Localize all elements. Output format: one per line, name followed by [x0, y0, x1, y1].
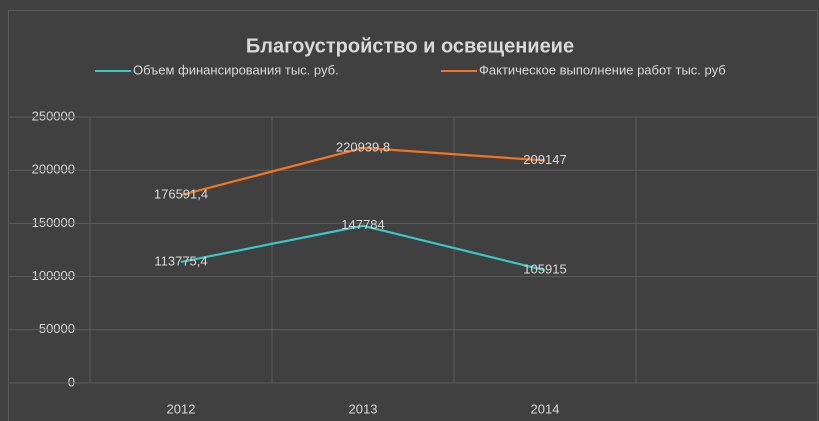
data-label: 209147 [523, 152, 566, 167]
series-line [180, 224, 546, 272]
data-label: 176591,4 [154, 187, 208, 202]
x-tick-label: 2012 [167, 401, 196, 416]
legend-label: Фактическое выполнение работ тыс. руб [479, 62, 726, 77]
y-tick-label: 100000 [32, 268, 75, 283]
data-label: 147784 [341, 217, 384, 232]
x-tick-label: 2013 [349, 401, 378, 416]
y-tick-label: 250000 [32, 108, 75, 123]
y-tick-label: 0 [68, 374, 75, 389]
chart-title: Благоустройство и освещениеие [246, 35, 574, 57]
y-tick-label: 200000 [32, 162, 75, 177]
series-line [180, 146, 546, 197]
y-tick-label: 50000 [39, 321, 75, 336]
legend-label: Объем финансирования тыс. руб. [133, 62, 339, 77]
data-label: 113775,4 [154, 253, 207, 268]
data-label: 105915 [523, 262, 566, 277]
x-tick-label: 2014 [531, 401, 560, 416]
data-label: 220939,8 [336, 139, 390, 154]
y-tick-label: 150000 [32, 215, 75, 230]
